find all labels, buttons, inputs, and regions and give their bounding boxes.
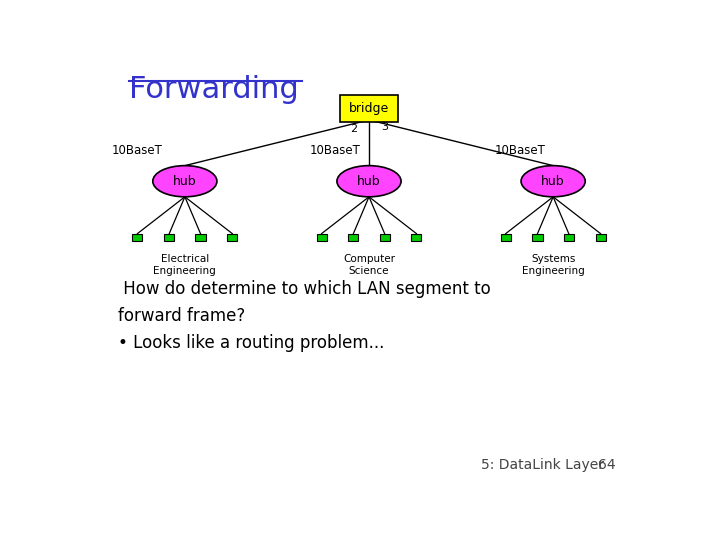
Text: • Looks like a routing problem...: • Looks like a routing problem...: [118, 334, 384, 352]
Text: 10BaseT: 10BaseT: [494, 144, 545, 157]
Text: Systems
Engineering: Systems Engineering: [522, 254, 585, 275]
Text: forward frame?: forward frame?: [118, 307, 245, 325]
FancyBboxPatch shape: [164, 234, 174, 241]
FancyBboxPatch shape: [411, 234, 421, 241]
Text: hub: hub: [357, 175, 381, 188]
Text: How do determine to which LAN segment to: How do determine to which LAN segment to: [118, 280, 490, 298]
Text: hub: hub: [541, 175, 565, 188]
Text: 10BaseT: 10BaseT: [112, 144, 163, 157]
Text: Electrical
Engineering: Electrical Engineering: [153, 254, 216, 275]
Text: 5: DataLink Layer: 5: DataLink Layer: [481, 458, 603, 472]
FancyBboxPatch shape: [500, 234, 510, 241]
FancyBboxPatch shape: [379, 234, 390, 241]
Text: 10BaseT: 10BaseT: [310, 144, 361, 157]
FancyBboxPatch shape: [132, 234, 143, 241]
Text: bridge: bridge: [349, 102, 389, 115]
Text: 3: 3: [381, 122, 388, 132]
FancyBboxPatch shape: [317, 234, 327, 241]
FancyBboxPatch shape: [595, 234, 606, 241]
Text: Computer
Science: Computer Science: [343, 254, 395, 275]
FancyBboxPatch shape: [195, 234, 205, 241]
Ellipse shape: [337, 166, 401, 197]
Text: 64: 64: [598, 458, 616, 472]
Text: Forwarding: Forwarding: [129, 75, 299, 104]
FancyBboxPatch shape: [533, 234, 543, 241]
FancyBboxPatch shape: [340, 95, 398, 122]
FancyBboxPatch shape: [228, 234, 238, 241]
Ellipse shape: [153, 166, 217, 197]
FancyBboxPatch shape: [564, 234, 574, 241]
Text: 2: 2: [350, 124, 357, 134]
Ellipse shape: [521, 166, 585, 197]
FancyBboxPatch shape: [348, 234, 359, 241]
Text: hub: hub: [173, 175, 197, 188]
